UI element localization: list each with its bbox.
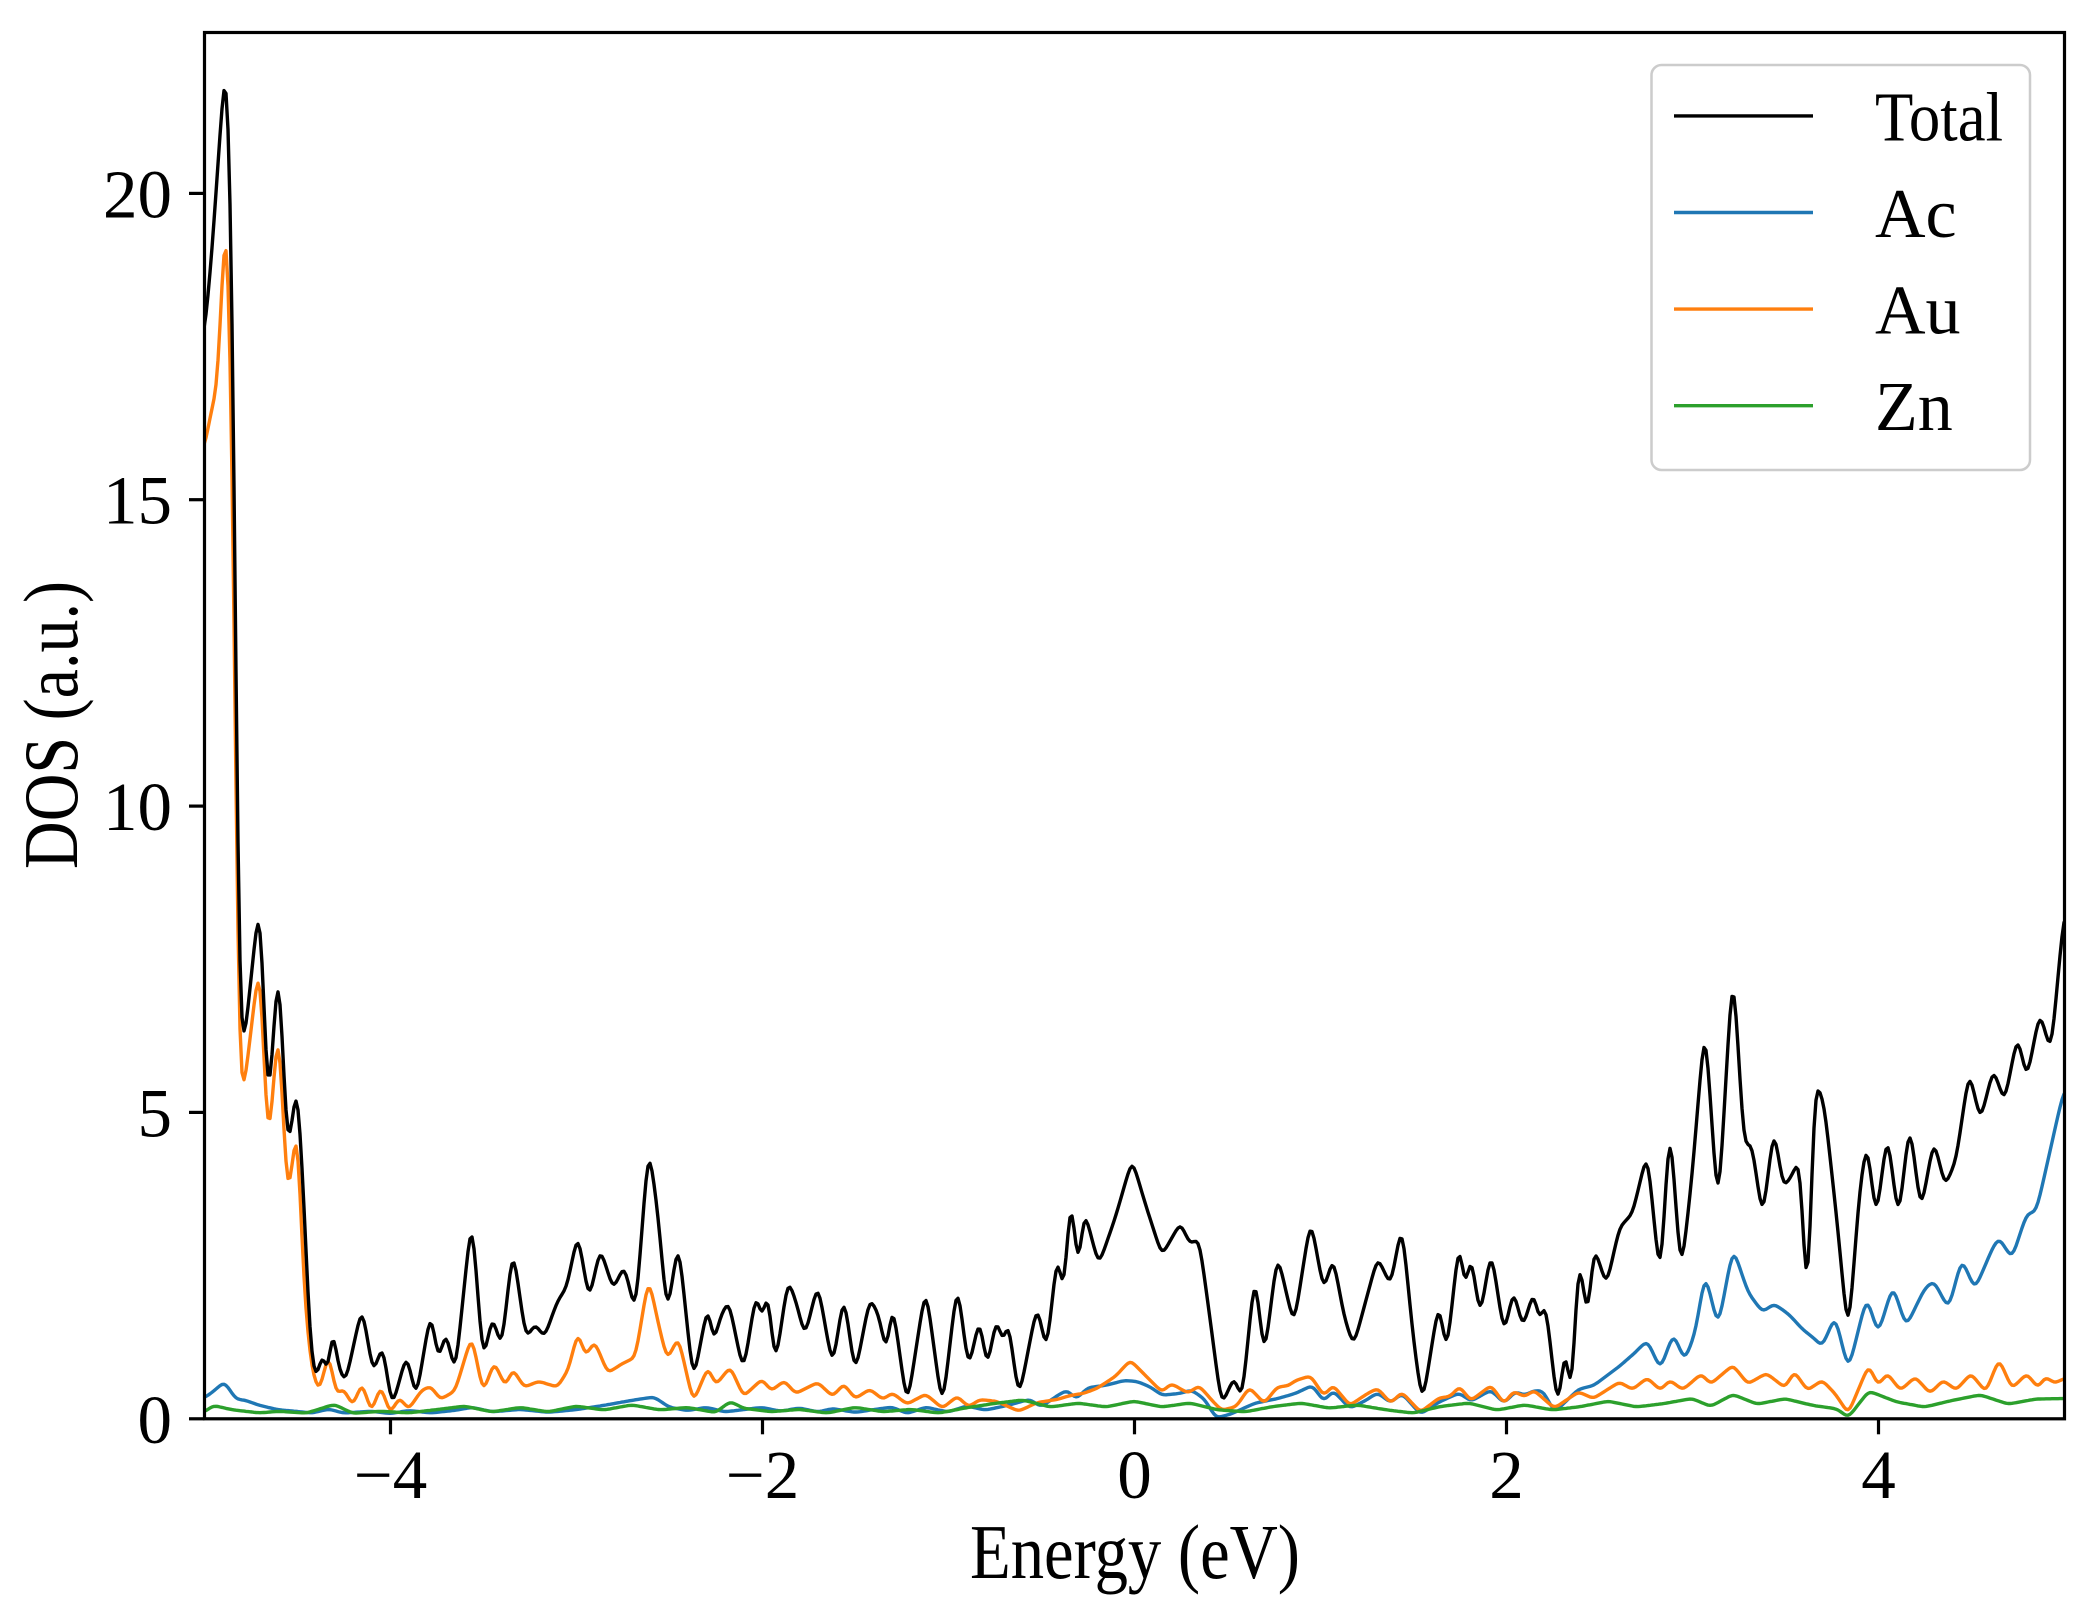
svg-text:20: 20 [103, 156, 172, 232]
svg-text:4: 4 [1861, 1437, 1896, 1513]
svg-text:−2: −2 [726, 1437, 799, 1513]
svg-text:Ac: Ac [1875, 176, 1957, 253]
svg-text:Zn: Zn [1875, 369, 1953, 446]
svg-text:DOS (a.u.): DOS (a.u.) [8, 581, 94, 869]
svg-text:0: 0 [1117, 1437, 1152, 1513]
svg-text:15: 15 [103, 463, 172, 539]
svg-text:Au: Au [1875, 273, 1961, 350]
svg-text:Total: Total [1875, 79, 2003, 156]
svg-text:10: 10 [103, 769, 172, 845]
svg-text:2: 2 [1489, 1437, 1524, 1513]
svg-text:−4: −4 [354, 1437, 427, 1513]
svg-text:0: 0 [138, 1382, 173, 1458]
svg-text:5: 5 [138, 1075, 173, 1151]
svg-text:Energy (eV): Energy (eV) [970, 1509, 1300, 1595]
